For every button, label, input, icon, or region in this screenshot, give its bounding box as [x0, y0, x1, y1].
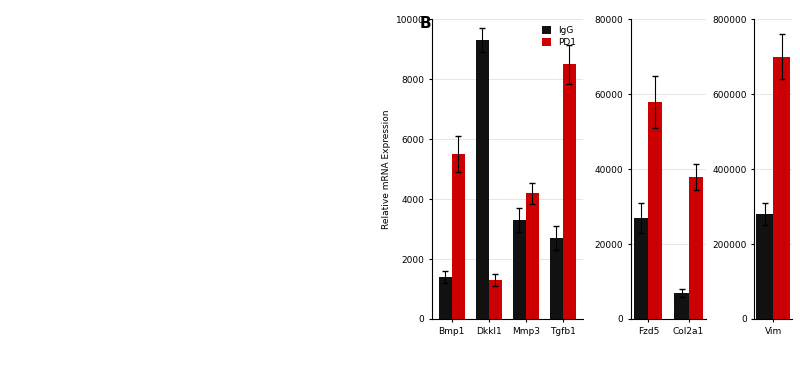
Bar — [526, 193, 538, 319]
Bar — [513, 220, 526, 319]
Bar — [489, 280, 502, 319]
Bar — [648, 102, 662, 319]
Bar — [562, 65, 576, 319]
Bar — [476, 40, 489, 319]
Bar — [674, 293, 689, 319]
Bar — [689, 177, 702, 319]
Text: B: B — [420, 16, 432, 31]
Bar — [452, 154, 465, 319]
Legend: IgG, PD1: IgG, PD1 — [540, 24, 578, 49]
Bar — [439, 277, 452, 319]
Y-axis label: Relative mRNA Expression: Relative mRNA Expression — [382, 109, 391, 229]
Bar — [634, 218, 648, 319]
Bar — [756, 214, 773, 319]
Bar — [773, 57, 790, 319]
Bar — [550, 238, 562, 319]
